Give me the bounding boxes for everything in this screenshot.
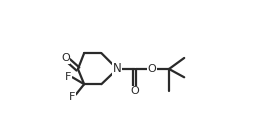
Text: O: O	[130, 86, 139, 96]
Text: N: N	[113, 63, 122, 75]
Text: F: F	[69, 92, 76, 102]
Text: F: F	[65, 72, 71, 82]
Text: O: O	[147, 64, 156, 74]
Text: O: O	[61, 53, 70, 63]
